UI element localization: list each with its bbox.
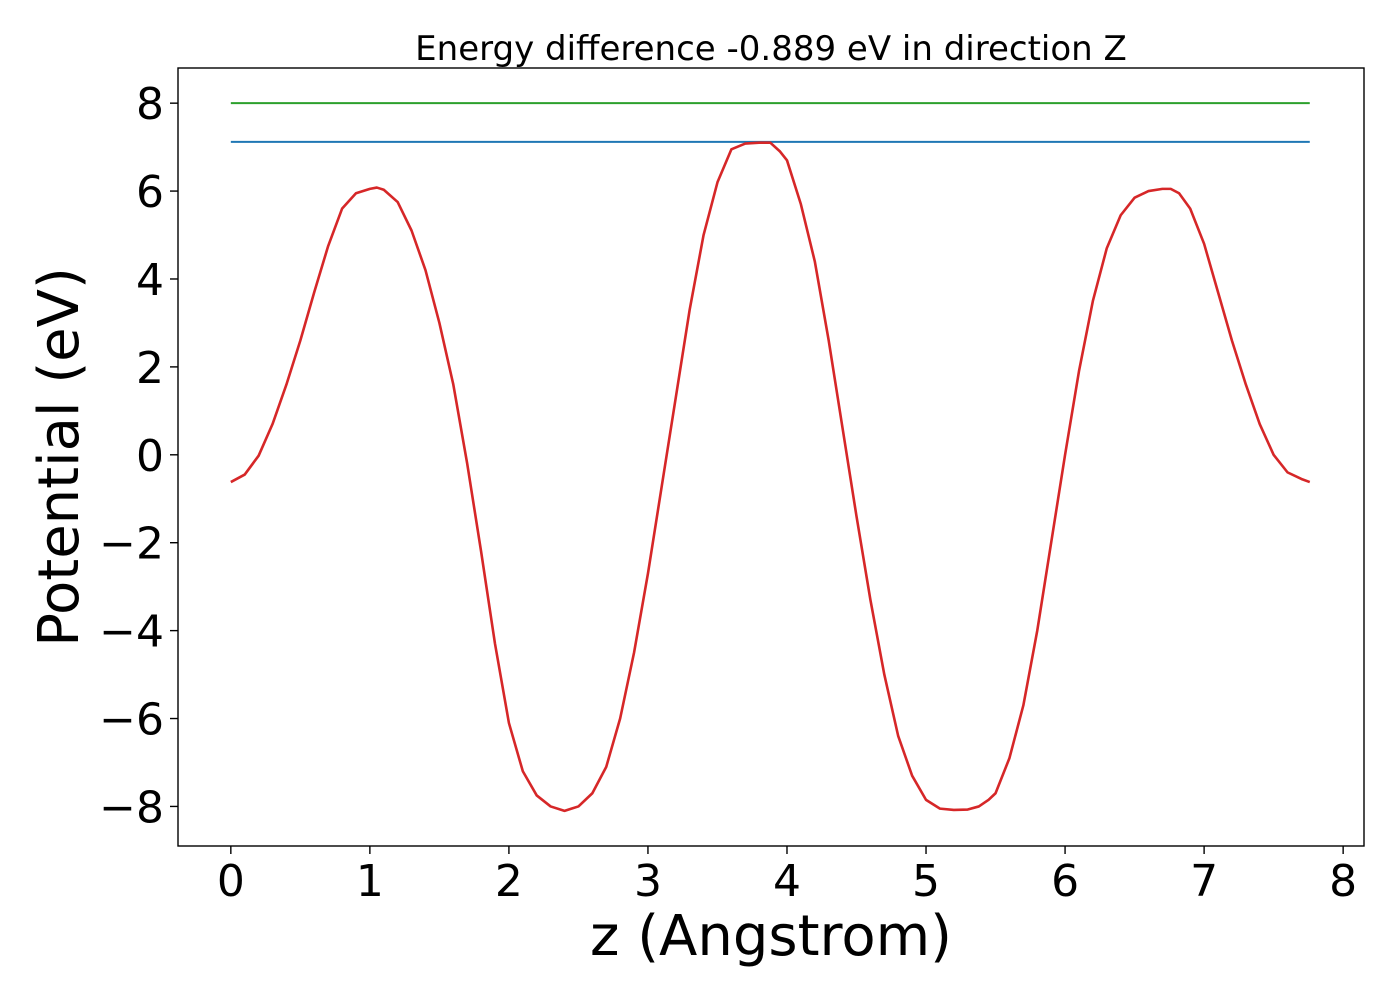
x-tick-label: 2: [495, 856, 523, 907]
series-line-2: [230, 141, 1311, 813]
y-axis-ticks: −8 −6 −4 −2 0 2 4 6 8: [99, 79, 178, 833]
y-tick-label: 6: [136, 167, 164, 218]
x-tick-label: 3: [634, 856, 662, 907]
plot-frame: [177, 67, 1365, 847]
y-tick-label: 2: [136, 343, 164, 394]
y-tick-label: 0: [136, 431, 164, 482]
x-tick-label: 5: [912, 856, 940, 907]
x-axis-label: z (Angstrom): [590, 904, 952, 969]
chart-title: Energy difference -0.889 eV in direction…: [415, 29, 1127, 69]
y-tick-label: 4: [136, 255, 164, 306]
y-tick-label: −4: [99, 607, 164, 658]
x-tick-label: 6: [1051, 856, 1079, 907]
y-tick-label: 8: [136, 79, 164, 130]
x-tick-label: 7: [1190, 856, 1218, 907]
y-tick-label: −8: [99, 782, 164, 833]
y-axis-label: Potential (eV): [27, 267, 92, 647]
x-tick-label: 4: [773, 856, 801, 907]
x-tick-label: 1: [356, 856, 384, 907]
x-tick-label: 0: [217, 856, 245, 907]
x-axis-ticks: 0 1 2 3 4 5 6 7 8: [217, 846, 1357, 907]
y-tick-label: −6: [99, 695, 164, 746]
series-layer: [230, 102, 1311, 813]
x-tick-label: 8: [1329, 856, 1357, 907]
y-tick-label: −2: [99, 519, 164, 570]
